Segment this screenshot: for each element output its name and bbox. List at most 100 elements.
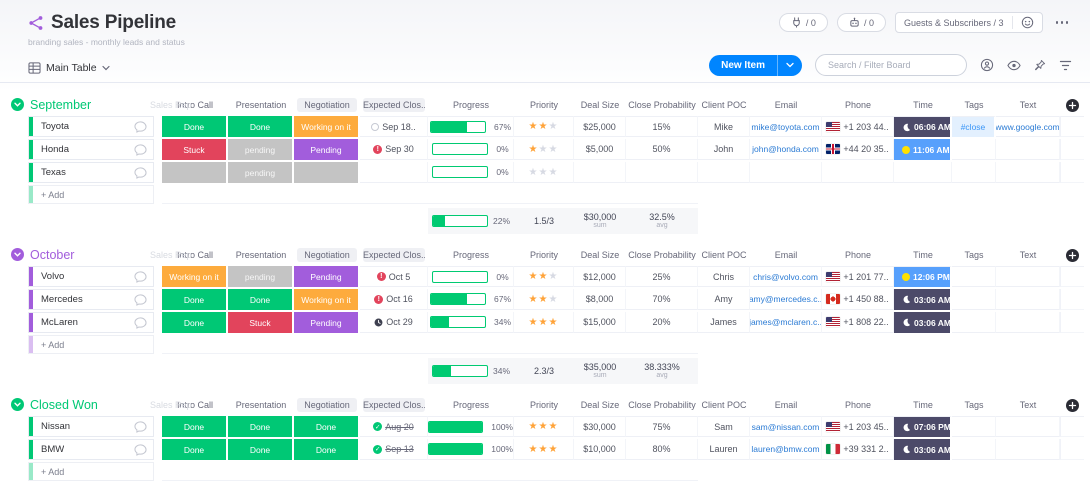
email-cell[interactable]: lauren@bmw.com	[750, 439, 822, 460]
chat-bubble-icon[interactable]	[134, 270, 147, 283]
status-cell-presentation[interactable]: Done	[228, 289, 294, 310]
text-cell[interactable]	[996, 162, 1060, 183]
text-cell[interactable]	[996, 439, 1060, 460]
priority-cell[interactable]: ★★★	[514, 312, 574, 333]
time-cell[interactable]: 06:06 AM	[894, 116, 952, 137]
email-link[interactable]: john@honda.com	[752, 144, 819, 154]
automate-button[interactable]: / 0	[836, 13, 886, 32]
add-column-button[interactable]	[1060, 248, 1084, 262]
pin-icon[interactable]	[1034, 59, 1046, 72]
email-cell[interactable]: james@mclaren.c..	[750, 312, 822, 333]
expected-close-cell[interactable]: ! Sep 30	[360, 139, 428, 160]
deal-size-cell[interactable]	[574, 162, 626, 183]
item-name-cell[interactable]: McLaren	[28, 312, 154, 333]
text-cell[interactable]	[996, 312, 1060, 333]
item-name-cell[interactable]: Honda	[28, 139, 154, 160]
new-item-chevron-icon[interactable]	[777, 54, 802, 76]
column-header-intro[interactable]: Intro Call	[176, 100, 213, 110]
time-cell[interactable]: 12:06 PM	[894, 266, 952, 287]
progress-cell[interactable]: 100%	[428, 416, 514, 437]
tags-cell[interactable]	[952, 162, 996, 183]
status-cell-presentation[interactable]: pending	[228, 266, 294, 287]
client-poc-cell[interactable]: James	[698, 312, 750, 333]
phone-cell[interactable]: +1 201 77..	[822, 266, 894, 287]
status-cell-negotiation[interactable]	[294, 162, 360, 183]
priority-stars[interactable]: ★★★	[529, 294, 559, 305]
column-header-intro[interactable]: Intro Call	[176, 250, 213, 260]
email-link[interactable]: mike@toyota.com	[751, 121, 820, 132]
column-header-time[interactable]: Time	[913, 250, 933, 260]
deal-size-cell[interactable]: $12,000	[574, 266, 626, 287]
column-header-deal_size[interactable]: Deal Size	[580, 250, 620, 260]
priority-stars[interactable]: ★★★	[529, 121, 559, 132]
progress-cell[interactable]: 67%	[428, 289, 514, 310]
column-header-time[interactable]: Time	[913, 100, 933, 110]
close-probability-cell[interactable]	[626, 162, 698, 183]
column-header-tags[interactable]: Tags	[964, 250, 984, 260]
add-item-button[interactable]: + Add	[28, 185, 154, 204]
email-cell[interactable]: sam@nissan.com	[750, 416, 822, 437]
client-poc-cell[interactable]: Amy	[698, 289, 750, 310]
email-cell[interactable]: john@honda.com	[750, 139, 822, 160]
close-probability-cell[interactable]: 70%	[626, 289, 698, 310]
priority-cell[interactable]: ★★★	[514, 439, 574, 460]
time-cell[interactable]: 03:06 AM	[894, 312, 952, 333]
add-column-button[interactable]	[1060, 398, 1084, 412]
chat-bubble-icon[interactable]	[134, 166, 147, 179]
email-link[interactable]: amy@mercedes.c..	[750, 294, 822, 304]
deal-size-cell[interactable]: $8,000	[574, 289, 626, 310]
column-header-email[interactable]: Email	[774, 250, 798, 260]
tags-cell[interactable]: #close	[952, 116, 996, 137]
expected-close-cell[interactable]: Sep 18..	[360, 116, 428, 137]
status-cell-negotiation[interactable]: Done	[294, 416, 360, 437]
email-cell[interactable]: chris@volvo.com	[750, 266, 822, 287]
group-title[interactable]: October	[30, 248, 75, 262]
status-cell-negotiation[interactable]: Pending	[294, 139, 360, 160]
phone-cell[interactable]: +1 203 44..	[822, 116, 894, 137]
column-header-phone[interactable]: Phone	[844, 100, 872, 110]
column-header-phone[interactable]: Phone	[844, 400, 872, 410]
add-item-row[interactable]: + Add	[28, 462, 1090, 481]
progress-cell[interactable]: 34%	[428, 312, 514, 333]
close-probability-cell[interactable]: 15%	[626, 116, 698, 137]
status-cell-intro[interactable]: Done	[162, 439, 228, 460]
phone-cell[interactable]: +44 20 35..	[822, 139, 894, 160]
chat-bubble-icon[interactable]	[134, 120, 147, 133]
integrate-button[interactable]: / 0	[778, 13, 828, 32]
person-filter-icon[interactable]	[980, 58, 994, 72]
phone-cell[interactable]	[822, 162, 894, 183]
deal-size-cell[interactable]: $15,000	[574, 312, 626, 333]
column-header-close_probability[interactable]: Close Probability	[628, 100, 696, 110]
deal-size-cell[interactable]: $5,000	[574, 139, 626, 160]
tags-cell[interactable]	[952, 139, 996, 160]
deal-size-cell[interactable]: $30,000	[574, 416, 626, 437]
expected-close-cell[interactable]: ✓ Aug 20	[360, 416, 428, 437]
expected-close-cell[interactable]: Oct 29	[360, 312, 428, 333]
priority-stars[interactable]: ★★★	[529, 167, 559, 178]
priority-stars[interactable]: ★★★	[529, 421, 559, 432]
column-header-progress[interactable]: Progress	[452, 400, 489, 410]
column-header-client_poc[interactable]: Client POC	[701, 250, 747, 260]
status-cell-intro[interactable]: Done	[162, 116, 228, 137]
expected-close-cell[interactable]: ✓ Sep 13	[360, 439, 428, 460]
status-cell-presentation[interactable]: Done	[228, 439, 294, 460]
text-link[interactable]: www.google.com	[996, 121, 1060, 132]
column-header-expected_close[interactable]: Expected Clos...	[363, 248, 425, 262]
progress-cell[interactable]: 0%	[428, 266, 514, 287]
progress-cell[interactable]: 0%	[428, 139, 514, 160]
priority-cell[interactable]: ★★★	[514, 416, 574, 437]
time-cell[interactable]: 03:06 AM	[894, 289, 952, 310]
status-cell-negotiation[interactable]: Pending	[294, 312, 360, 333]
column-header-progress[interactable]: Progress	[452, 250, 489, 260]
column-header-phone[interactable]: Phone	[844, 250, 872, 260]
group-collapse-icon[interactable]	[11, 398, 24, 411]
chat-bubble-icon[interactable]	[134, 420, 147, 433]
column-header-text[interactable]: Text	[1019, 250, 1037, 260]
guests-subscribers-button[interactable]: Guests & Subscribers / 3	[894, 12, 1043, 33]
column-header-client_poc[interactable]: Client POC	[701, 100, 747, 110]
status-cell-intro[interactable]: Done	[162, 289, 228, 310]
status-cell-intro[interactable]: Working on it	[162, 266, 228, 287]
column-header-email[interactable]: Email	[774, 400, 798, 410]
column-header-progress[interactable]: Progress	[452, 100, 489, 110]
tags-cell[interactable]	[952, 289, 996, 310]
